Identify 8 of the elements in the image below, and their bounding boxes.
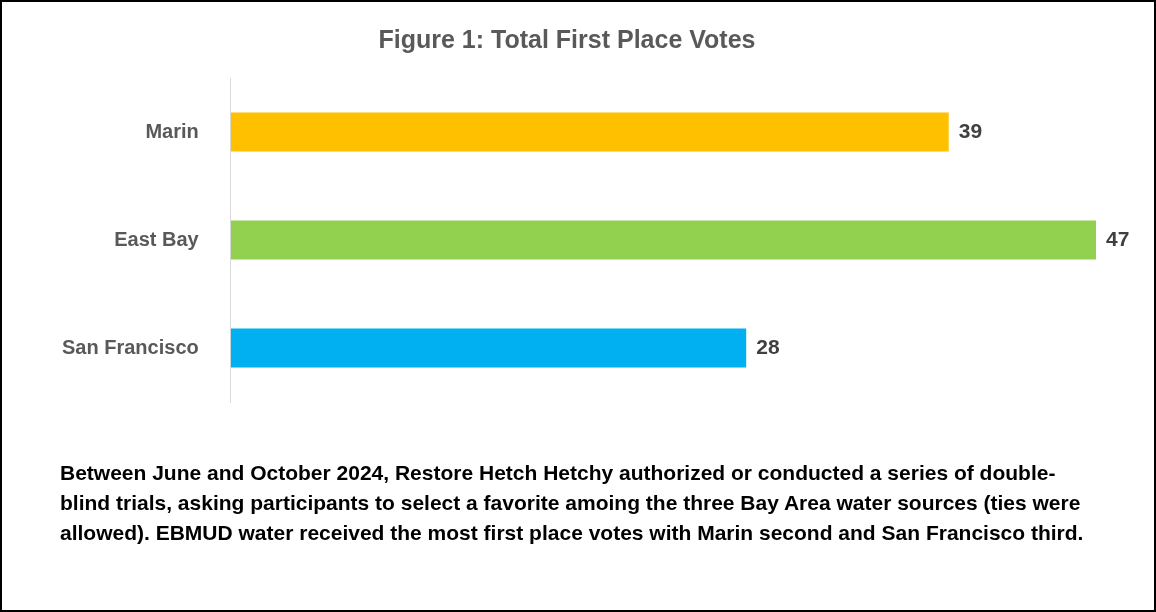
y-tick-label: San Francisco (62, 335, 199, 358)
text: Between June and October 2024, Restore Hetch Hetchy authorized or conducted a series of double-blind trials, asking participants to select a favorite amoing the three Bay Area water sources (ties were allowed). EBMUD water received the most first place votes with Marin second and San Francisco third. (60, 460, 1085, 546)
chart-title: Figure 1: Total First Place Votes (378, 24, 756, 53)
y-tick-label: East Bay (114, 227, 200, 250)
y-tick-label: Marin (145, 119, 199, 142)
data-label: 28 (756, 334, 780, 358)
data-label: 39 (958, 118, 983, 142)
data-label: 47 (1106, 226, 1130, 250)
